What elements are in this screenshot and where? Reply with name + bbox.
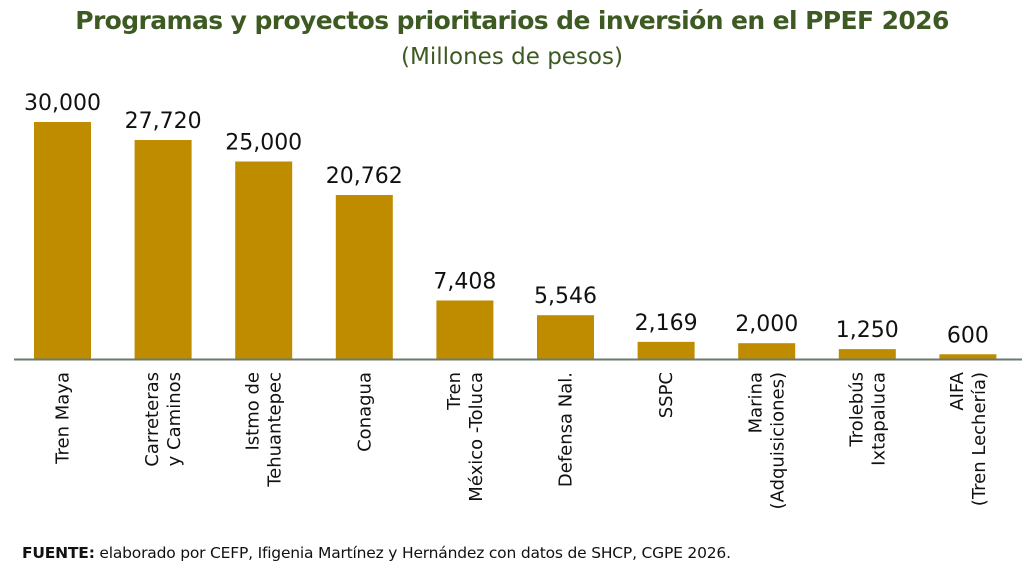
bar-0 bbox=[34, 122, 91, 359]
category-label-line: Defensa Nal. bbox=[556, 372, 577, 487]
category-label-line: AIFA bbox=[947, 371, 968, 410]
value-label-8: 1,250 bbox=[836, 318, 899, 343]
category-label-line: Tehuantepec bbox=[265, 372, 286, 488]
bar-1 bbox=[134, 140, 192, 359]
bar-9 bbox=[939, 354, 997, 359]
category-label-line: Trolebús bbox=[846, 372, 867, 448]
category-label-5: Defensa Nal. bbox=[556, 372, 577, 487]
category-label-6: SSPC bbox=[656, 372, 677, 418]
value-label-0: 30,000 bbox=[24, 91, 101, 116]
value-label-9: 600 bbox=[947, 323, 989, 348]
category-label-8: TrolebúsIxtapaluca bbox=[846, 372, 889, 466]
bar-chart: 30,000 27,720 25,000 20,762 7,408 5,546 2,169 2… bbox=[14, 91, 1022, 509]
category-label-4: TrenMéxico -Toluca bbox=[444, 372, 487, 502]
value-labels-group: 30,000 27,720 25,000 20,762 7,408 5,546 2,169 2… bbox=[24, 91, 989, 348]
bar-3 bbox=[335, 194, 393, 359]
category-label-2: Istmo deTehuantepec bbox=[243, 372, 286, 488]
category-label-line: Tren Maya bbox=[53, 372, 74, 465]
value-label-1: 27,720 bbox=[125, 109, 202, 134]
bars-group bbox=[34, 122, 997, 359]
value-label-6: 2,169 bbox=[635, 311, 698, 336]
bar-5 bbox=[537, 315, 594, 359]
category-label-3: Conagua bbox=[354, 372, 375, 452]
bar-7 bbox=[738, 343, 796, 359]
value-label-5: 5,546 bbox=[534, 284, 597, 309]
source-text: elaborado por CEFP, Ifigenia Martínez y … bbox=[94, 544, 731, 562]
category-label-line: Istmo de bbox=[243, 372, 264, 451]
category-label-line: (Tren Lechería) bbox=[969, 372, 990, 506]
category-label-1: Carreterasy Caminos bbox=[142, 372, 185, 467]
category-label-line: Ixtapaluca bbox=[868, 372, 889, 466]
value-label-7: 2,000 bbox=[735, 312, 798, 337]
bar-4 bbox=[436, 300, 494, 359]
bar-6 bbox=[637, 341, 695, 359]
source-note: FUENTE: elaborado por CEFP, Ifigenia Mar… bbox=[22, 544, 731, 562]
category-label-line: y Caminos bbox=[164, 372, 185, 466]
category-label-9: AIFA(Tren Lechería) bbox=[947, 371, 990, 506]
bar-8 bbox=[838, 349, 896, 359]
category-label-line: México -Toluca bbox=[466, 372, 487, 502]
chart-title: Programas y proyectos prioritarios de in… bbox=[75, 6, 949, 35]
category-label-line: (Adquisiciones) bbox=[768, 372, 789, 509]
category-label-0: Tren Maya bbox=[53, 372, 74, 465]
value-label-3: 20,762 bbox=[326, 164, 403, 189]
source-label: FUENTE: bbox=[22, 544, 95, 562]
category-label-line: Conagua bbox=[354, 372, 375, 452]
category-label-7: Marina(Adquisiciones) bbox=[746, 372, 789, 509]
chart-subtitle: (Millones de pesos) bbox=[401, 44, 623, 70]
bar-2 bbox=[235, 161, 293, 359]
value-label-2: 25,000 bbox=[225, 131, 302, 156]
value-label-4: 7,408 bbox=[433, 269, 496, 294]
category-labels-group: Tren Maya Carreterasy Caminos Istmo deTehu… bbox=[53, 371, 990, 509]
category-label-line: SSPC bbox=[656, 372, 677, 418]
category-label-line: Marina bbox=[746, 372, 767, 433]
category-label-line: Carreteras bbox=[142, 372, 163, 467]
category-label-line: Tren bbox=[444, 372, 465, 411]
